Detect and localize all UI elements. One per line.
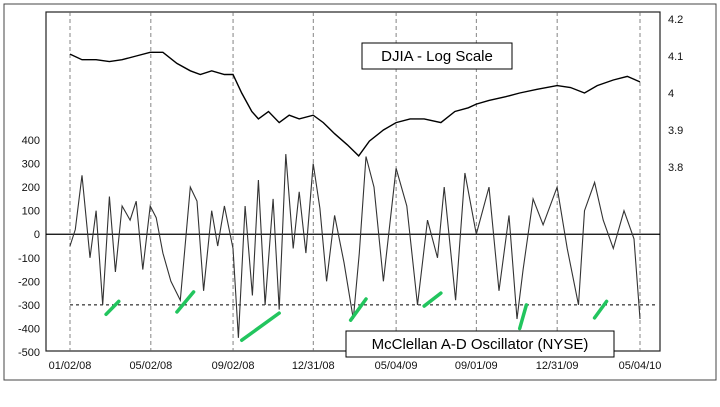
series-mcclellan-oscillator-line [69,154,641,338]
oscillator-label-border [345,330,615,358]
y-right-tick-label: 4 [668,88,674,100]
y-left-tick-label: 300 [22,159,40,171]
x-tick-label: 12/31/08 [292,360,335,372]
oscillator-label-box: McClellan A-D Oscillator (NYSE) [345,330,615,358]
left-axis: 400 300 200 100 0 -100 -200 -300 -400 -500 [18,135,40,359]
y-left-tick-label: 200 [22,182,40,194]
oscillator-label: McClellan A-D Oscillator (NYSE) [372,336,589,353]
divergence-mark-1 [175,290,196,314]
y-left-tick-label: -200 [18,276,40,288]
y-left-tick-label: 100 [22,206,40,218]
y-left-tick-label: -300 [18,300,40,312]
x-tick-label: 01/02/08 [49,360,92,372]
djia-label-box: DJIA - Log Scale [361,42,513,70]
y-right-tick-label: 4.2 [668,14,683,26]
y-left-tick-label: -500 [18,347,40,359]
x-tick-label: 05/02/08 [129,360,172,372]
y-right-tick-label: 3.8 [668,162,683,174]
divergence-marks [104,290,609,342]
y-left-tick-label: 400 [22,135,40,147]
divergence-mark-4 [422,291,443,308]
y-right-tick-label: 3.9 [668,125,683,137]
x-axis: 01/02/08 05/02/08 09/02/08 12/31/08 05/04/09… [49,360,662,372]
y-left-tick-label: 0 [34,229,40,241]
divergence-mark-3 [348,297,368,322]
divergence-mark-6 [592,299,609,320]
x-tick-label: 05/04/10 [619,360,662,372]
djia-label-border [361,42,513,70]
divergence-mark-5 [517,303,529,331]
y-right-tick-label: 4.1 [668,51,683,63]
x-tick-label: 05/04/09 [375,360,418,372]
djia-label: DJIA - Log Scale [381,48,493,65]
right-axis: 4.2 4.1 4 3.9 3.8 [668,14,683,174]
divergence-mark-0 [104,299,121,317]
y-left-tick-label: -400 [18,323,40,335]
x-tick-label: 12/31/09 [536,360,579,372]
series-djia-line [69,51,641,157]
x-tick-label: 09/01/09 [455,360,498,372]
x-tick-label: 09/02/08 [212,360,255,372]
y-left-tick-label: -100 [18,253,40,265]
divergence-mark-2 [239,311,281,342]
plot-area [45,11,661,352]
